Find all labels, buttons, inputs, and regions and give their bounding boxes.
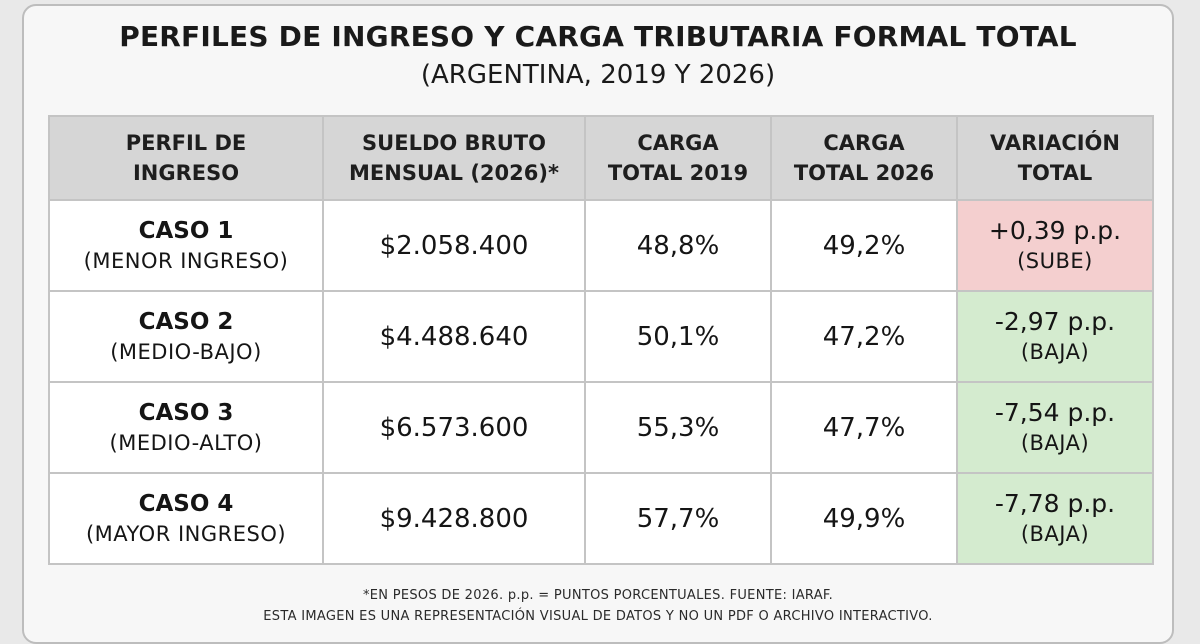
cell-variation-increase: +0,39 p.p. (SUBE) [956,199,1154,292]
cell-gross-salary: $2.058.400 [322,199,586,292]
cell-load-2026: 49,2% [770,199,958,292]
footnote-source: *EN PESOS DE 2026. p.p. = PUNTOS PORCENT… [362,588,834,603]
table-row: CASO 2 (MEDIO-BAJO) $4.488.640 50,1% 47,… [48,290,1154,383]
cell-income-profile: CASO 3 (MEDIO-ALTO) [48,381,324,474]
variation-value: +0,39 p.p. [988,215,1122,245]
header-line: VARIACIÓN [990,131,1120,155]
variation-value: -7,54 p.p. [994,397,1116,427]
header-line: CARGA [637,131,719,155]
header-line: TOTAL 2019 [607,161,749,185]
table-header-row: PERFIL DE INGRESO SUELDO BRUTO MENSUAL (… [48,115,1154,201]
footnote-disclaimer: ESTA IMAGEN ES UNA REPRESENTACIÓN VISUAL… [263,609,933,624]
table-row: CASO 3 (MEDIO-ALTO) $6.573.600 55,3% 47,… [48,381,1154,474]
case-profile: (MEDIO-ALTO) [109,430,263,455]
cell-gross-salary: $6.573.600 [322,381,586,474]
cell-variation-decrease: -7,54 p.p. (BAJA) [956,381,1154,474]
variation-value: -2,97 p.p. [994,306,1116,336]
cell-load-2019: 48,8% [584,199,772,292]
case-name: CASO 1 [138,217,234,244]
case-profile: (MENOR INGRESO) [83,248,289,273]
header-line: TOTAL 2026 [793,161,935,185]
header-line: SUELDO BRUTO [362,131,546,155]
cell-load-2019: 57,7% [584,472,772,565]
variation-direction: (SUBE) [1017,248,1093,273]
case-name: CASO 4 [138,490,234,517]
cell-income-profile: CASO 4 (MAYOR INGRESO) [48,472,324,565]
cell-variation-decrease: -7,78 p.p. (BAJA) [956,472,1154,565]
cell-load-2026: 47,2% [770,290,958,383]
cell-variation-decrease: -2,97 p.p. (BAJA) [956,290,1154,383]
cell-gross-salary: $9.428.800 [322,472,586,565]
header-income-profile: PERFIL DE INGRESO [48,115,324,201]
cell-income-profile: CASO 2 (MEDIO-BAJO) [48,290,324,383]
table-row: CASO 1 (MENOR INGRESO) $2.058.400 48,8% … [48,199,1154,292]
header-line: TOTAL [1017,161,1093,185]
header-line: PERFIL DE [125,131,247,155]
infographic-card: PERFILES DE INGRESO Y CARGA TRIBUTARIA F… [22,4,1174,644]
page-title: PERFILES DE INGRESO Y CARGA TRIBUTARIA F… [119,20,1077,53]
variation-value: -7,78 p.p. [994,488,1116,518]
cell-gross-salary: $4.488.640 [322,290,586,383]
cell-load-2019: 50,1% [584,290,772,383]
cell-income-profile: CASO 1 (MENOR INGRESO) [48,199,324,292]
header-load-2019: CARGA TOTAL 2019 [584,115,772,201]
case-profile: (MEDIO-BAJO) [110,339,262,364]
header-total-variation: VARIACIÓN TOTAL [956,115,1154,201]
cell-load-2026: 49,9% [770,472,958,565]
table-row: CASO 4 (MAYOR INGRESO) $9.428.800 57,7% … [48,472,1154,565]
header-line: MENSUAL (2026)* [349,161,559,185]
header-gross-salary: SUELDO BRUTO MENSUAL (2026)* [322,115,586,201]
variation-direction: (BAJA) [1020,339,1090,364]
case-profile: (MAYOR INGRESO) [85,521,287,546]
case-name: CASO 2 [138,308,234,335]
cell-load-2026: 47,7% [770,381,958,474]
header-line: INGRESO [132,161,240,185]
header-load-2026: CARGA TOTAL 2026 [770,115,958,201]
variation-direction: (BAJA) [1020,521,1090,546]
header-line: CARGA [823,131,905,155]
tax-burden-table: PERFIL DE INGRESO SUELDO BRUTO MENSUAL (… [48,115,1154,565]
cell-load-2019: 55,3% [584,381,772,474]
variation-direction: (BAJA) [1020,430,1090,455]
case-name: CASO 3 [138,399,234,426]
page-subtitle: (ARGENTINA, 2019 Y 2026) [420,60,776,90]
